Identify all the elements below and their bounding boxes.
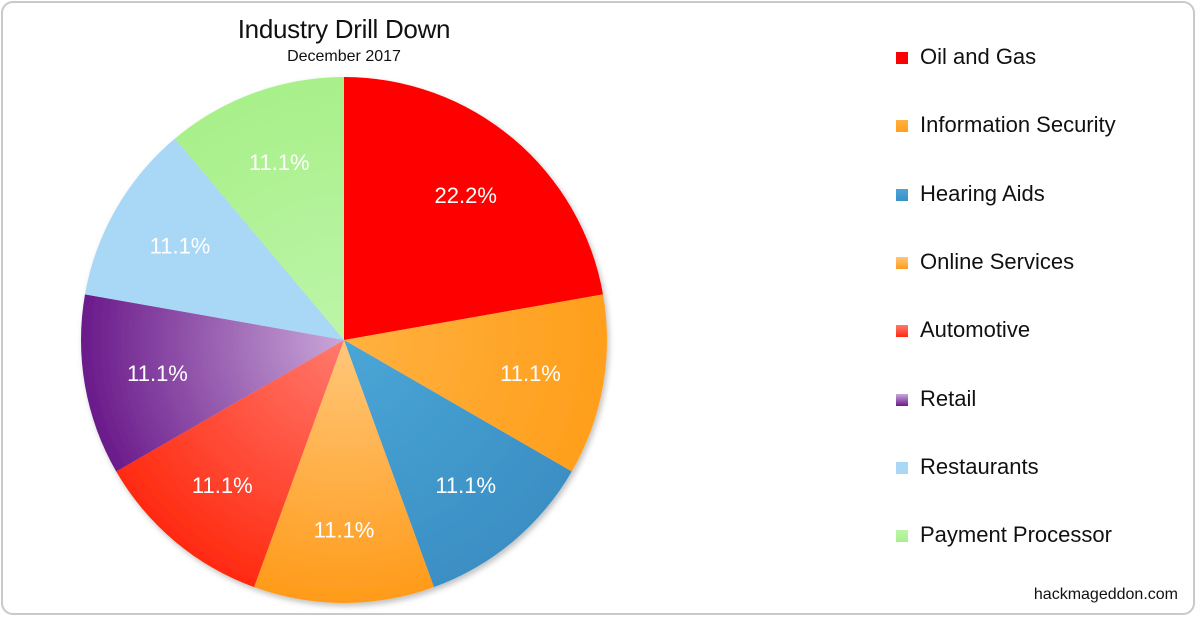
pie-slice-automotive (116, 340, 345, 588)
pie-slice-retail (81, 294, 344, 472)
legend-swatch (896, 120, 908, 133)
slice-value-label: 11.1% (500, 361, 561, 386)
slice-value-label: 11.1% (314, 517, 375, 542)
legend-swatch (896, 461, 908, 474)
legend-label: Retail (920, 385, 977, 411)
legend-swatch (896, 325, 908, 338)
legend-swatch (896, 530, 908, 543)
pie-slice-payment-processor (174, 77, 344, 340)
legend-label: Information Security (920, 112, 1116, 138)
source-credit: hackmageddon.com (1033, 586, 1178, 603)
slice-value-label: 11.1% (435, 473, 496, 498)
slice-value-label: 11.1% (127, 361, 188, 386)
slice-value-label: 11.1% (192, 473, 253, 498)
chart-subtitle: December 2017 (287, 48, 401, 65)
pie-slice-online-services (254, 340, 434, 604)
legend-label: Payment Processor (920, 522, 1112, 548)
slice-value-label: 11.1% (249, 150, 310, 175)
legend-swatch (896, 393, 908, 406)
slice-value-label: 11.1% (150, 233, 211, 258)
slice-value-label: 22.2% (435, 183, 497, 208)
legend-label: Restaurants (920, 453, 1039, 479)
legend-label: Oil and Gas (920, 44, 1037, 69)
pie-slice-information-security (344, 294, 607, 472)
legend-swatch (896, 52, 908, 64)
legend-swatch (896, 256, 908, 269)
pie-slice-hearing-aids (344, 340, 572, 588)
legend-swatch (896, 188, 908, 201)
legend-label: Hearing Aids (920, 180, 1045, 206)
legend-label: Online Services (920, 248, 1075, 274)
legend-label: Automotive (920, 317, 1031, 343)
pie-slices (81, 77, 607, 604)
pie-slice-oil-and-gas (344, 77, 603, 340)
pie-slice-restaurants (85, 138, 344, 340)
chart-title: Industry Drill Down (237, 14, 451, 44)
